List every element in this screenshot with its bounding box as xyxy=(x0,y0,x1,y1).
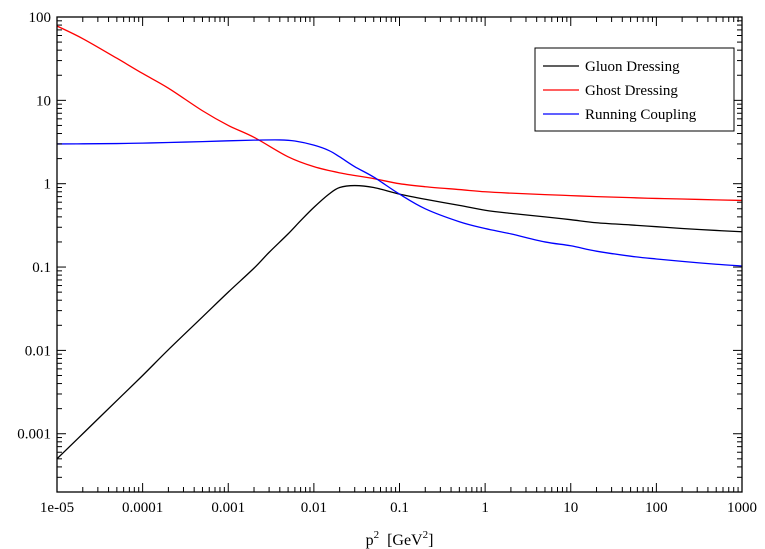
x-axis-unit-sup: 2 xyxy=(423,529,429,541)
y-tick-label: 100 xyxy=(29,10,52,26)
legend-label-0: Gluon Dressing xyxy=(585,59,680,75)
x-axis-title: p2 [GeV2] xyxy=(366,529,434,549)
x-tick-label: 0.1 xyxy=(390,500,409,516)
series-line-0 xyxy=(57,184,742,460)
x-axis-unit: [GeV xyxy=(379,532,423,549)
series-layer xyxy=(57,25,742,460)
x-tick-label: 10 xyxy=(563,500,578,516)
legend-label-1: Ghost Dressing xyxy=(585,83,678,99)
x-tick-label: 1000 xyxy=(727,500,757,516)
y-tick-label: 0.001 xyxy=(17,427,51,443)
series-line-2 xyxy=(57,139,742,267)
x-tick-label: 1e-05 xyxy=(40,500,74,516)
legend-label-2: Running Coupling xyxy=(585,107,697,123)
x-axis-label: p2 [GeV2] xyxy=(366,529,434,549)
x-tick-label: 0.0001 xyxy=(122,500,163,516)
x-axis-title-sup: 2 xyxy=(374,529,380,541)
y-tick-label: 0.01 xyxy=(25,343,51,359)
x-tick-label: 0.001 xyxy=(211,500,245,516)
y-tick-label: 0.1 xyxy=(32,260,51,276)
x-tick-label: 1 xyxy=(481,500,489,516)
legend: Gluon Dressing Ghost Dressing Running Coup… xyxy=(534,47,735,132)
x-tick-label: 100 xyxy=(645,500,668,516)
ticks-layer: 1e-05 0.0001 0.001 0.01 0.1 1 10 100 1000 0.001 0.… xyxy=(17,10,757,516)
x-tick-label: 0.01 xyxy=(301,500,327,516)
x-axis-title-base: p xyxy=(366,532,374,549)
y-tick-label: 1 xyxy=(44,177,52,193)
y-tick-label: 10 xyxy=(36,93,51,109)
x-axis-unit-close: ] xyxy=(428,532,433,549)
series-line-1 xyxy=(57,25,742,202)
